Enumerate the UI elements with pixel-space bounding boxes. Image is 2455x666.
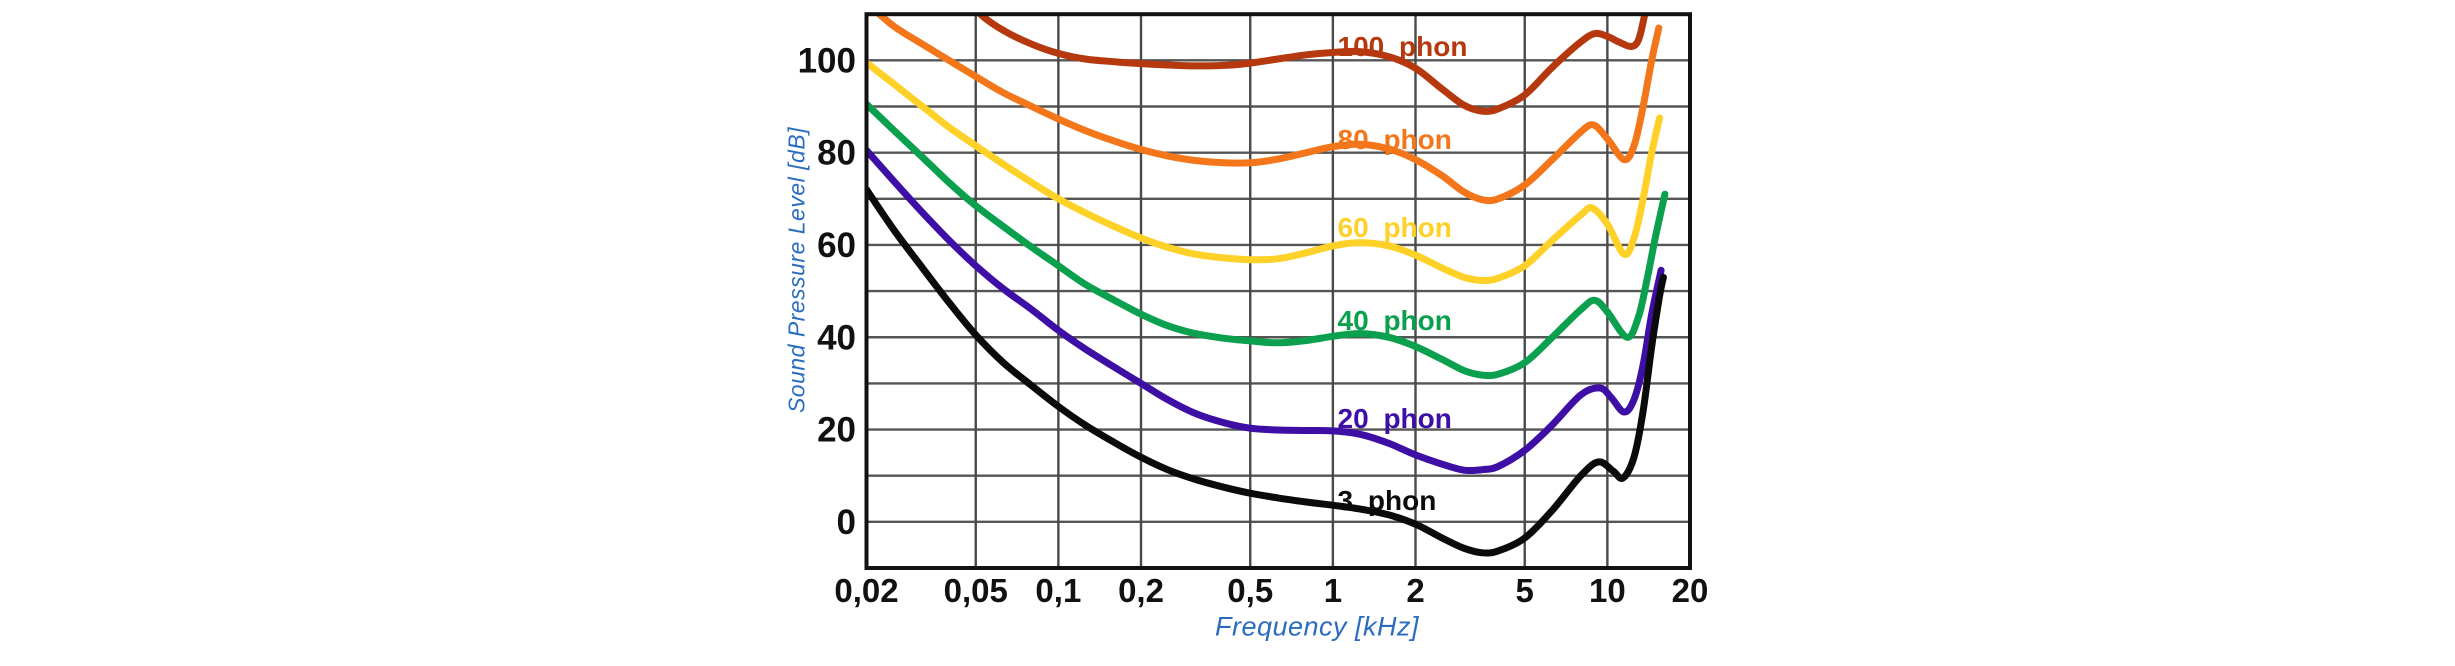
y-tick-label-100: 100 [798,41,856,80]
y-tick-label-20: 20 [817,411,856,450]
y-tick-label-40: 40 [817,318,856,357]
curve-3-phon [866,186,1667,557]
plot-border [864,12,1692,570]
x-tick-label-1: 1 [1324,572,1342,609]
y-tick-label-0: 0 [837,503,856,542]
x-tick-label-5: 5 [1516,572,1534,609]
curve-label-100-phon: 100 phon [1338,31,1468,62]
x-tick-label-10: 10 [1589,572,1626,609]
y-tick-label-80: 80 [817,134,856,173]
curve-60-phon [866,59,1664,285]
x-tick-label-0-1: 0,1 [1035,572,1081,609]
x-axis-title: Frequency [kHz] [1214,611,1420,642]
x-tick-label-2: 2 [1406,572,1424,609]
y-tick-label-60: 60 [817,226,856,265]
curve-label-20-phon: 20 phon [1338,403,1452,434]
curve-80-phon [874,14,1663,205]
curve-100-phon [975,14,1649,115]
x-tick-label-0-05: 0,05 [944,572,1008,609]
curve-label-60-phon: 60 phon [1338,212,1452,243]
y-axis-title: Sound Pressure Level [dB] [783,126,810,414]
x-tick-label-0-2: 0,2 [1118,572,1164,609]
curve-label-3-phon: 3 phon [1338,485,1437,516]
curves-group [866,14,1669,557]
curve-label-80-phon: 80 phon [1338,124,1452,155]
curve-label-40-phon: 40 phon [1338,305,1452,336]
curve-20-phon [866,146,1665,475]
x-tick-label-20: 20 [1672,572,1709,609]
x-tick-label-0-02: 0,02 [834,572,898,609]
curve-40-phon [866,100,1669,380]
x-tick-label-0-5: 0,5 [1227,572,1273,609]
